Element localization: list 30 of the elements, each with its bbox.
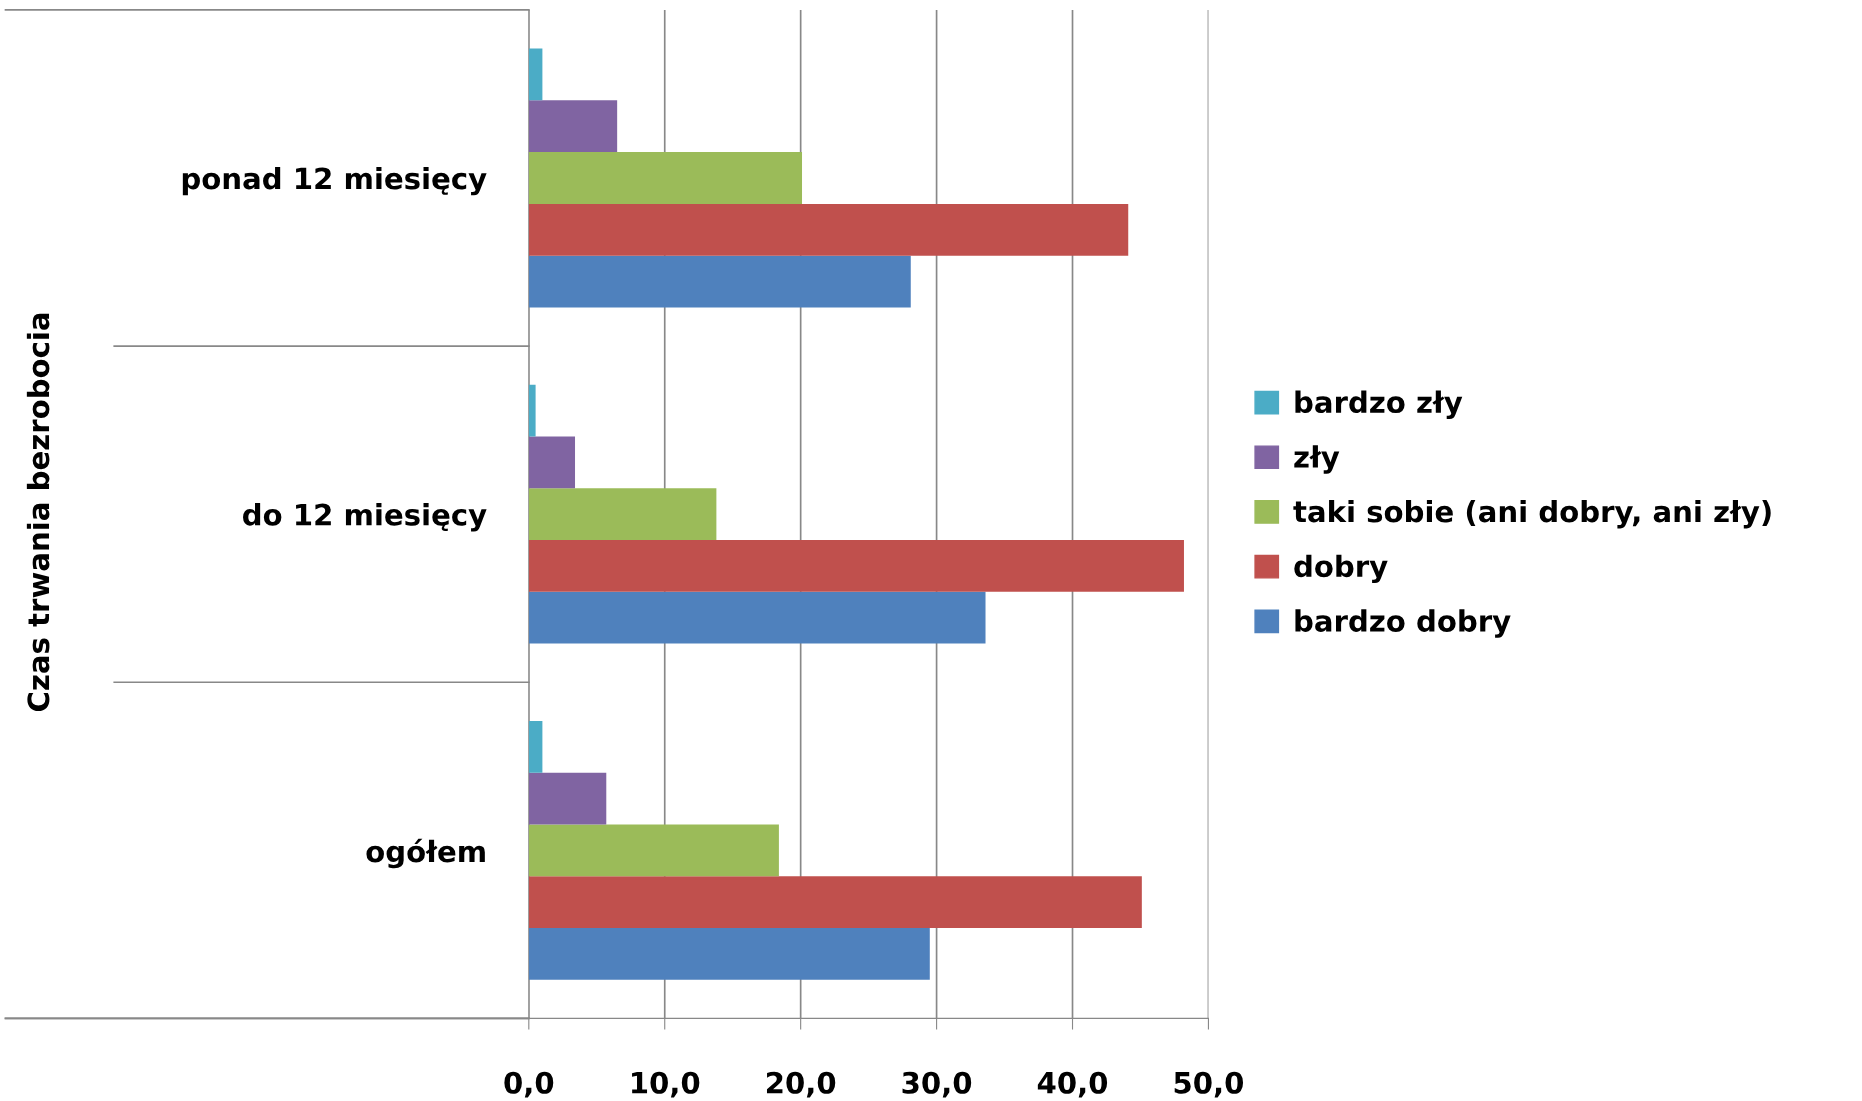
legend-label: bardzo dobry bbox=[1295, 609, 1511, 638]
x-tick-label: 30,0 bbox=[902, 1071, 972, 1098]
legend-label: dobry bbox=[1294, 554, 1388, 584]
x-tick-label: 20,0 bbox=[766, 1071, 836, 1098]
bar bbox=[528, 591, 986, 644]
bar bbox=[528, 436, 576, 489]
bar bbox=[528, 876, 1142, 928]
bar bbox=[528, 255, 911, 308]
x-tick-label: 0,0 bbox=[504, 1071, 554, 1098]
bar bbox=[528, 203, 1129, 256]
x-tick-label: 40,0 bbox=[1037, 1071, 1108, 1098]
bar bbox=[528, 152, 803, 204]
y-tick-label: do 12 miesięcy bbox=[243, 503, 487, 532]
bar bbox=[528, 488, 717, 541]
x-tick-label: 10,0 bbox=[632, 1071, 700, 1098]
legend-label: bardzo zły bbox=[1295, 390, 1463, 419]
bar bbox=[528, 927, 930, 980]
y-axis-title: Czas trwania bezrobocia bbox=[26, 313, 50, 712]
y-tick-label: ponad 12 miesięcy bbox=[182, 166, 487, 196]
bar bbox=[528, 540, 1184, 592]
x-tick-label: 50,0 bbox=[1174, 1071, 1244, 1098]
bar bbox=[528, 100, 618, 153]
bar bbox=[528, 48, 543, 101]
bar bbox=[528, 384, 536, 437]
y-tick-label: ogółem bbox=[366, 838, 485, 869]
legend-label: taki sobie (ani dobry, ani zły) bbox=[1293, 499, 1771, 529]
legend-label: zły bbox=[1294, 445, 1340, 474]
bar bbox=[528, 720, 543, 773]
bar bbox=[528, 772, 607, 825]
bar bbox=[528, 824, 779, 877]
